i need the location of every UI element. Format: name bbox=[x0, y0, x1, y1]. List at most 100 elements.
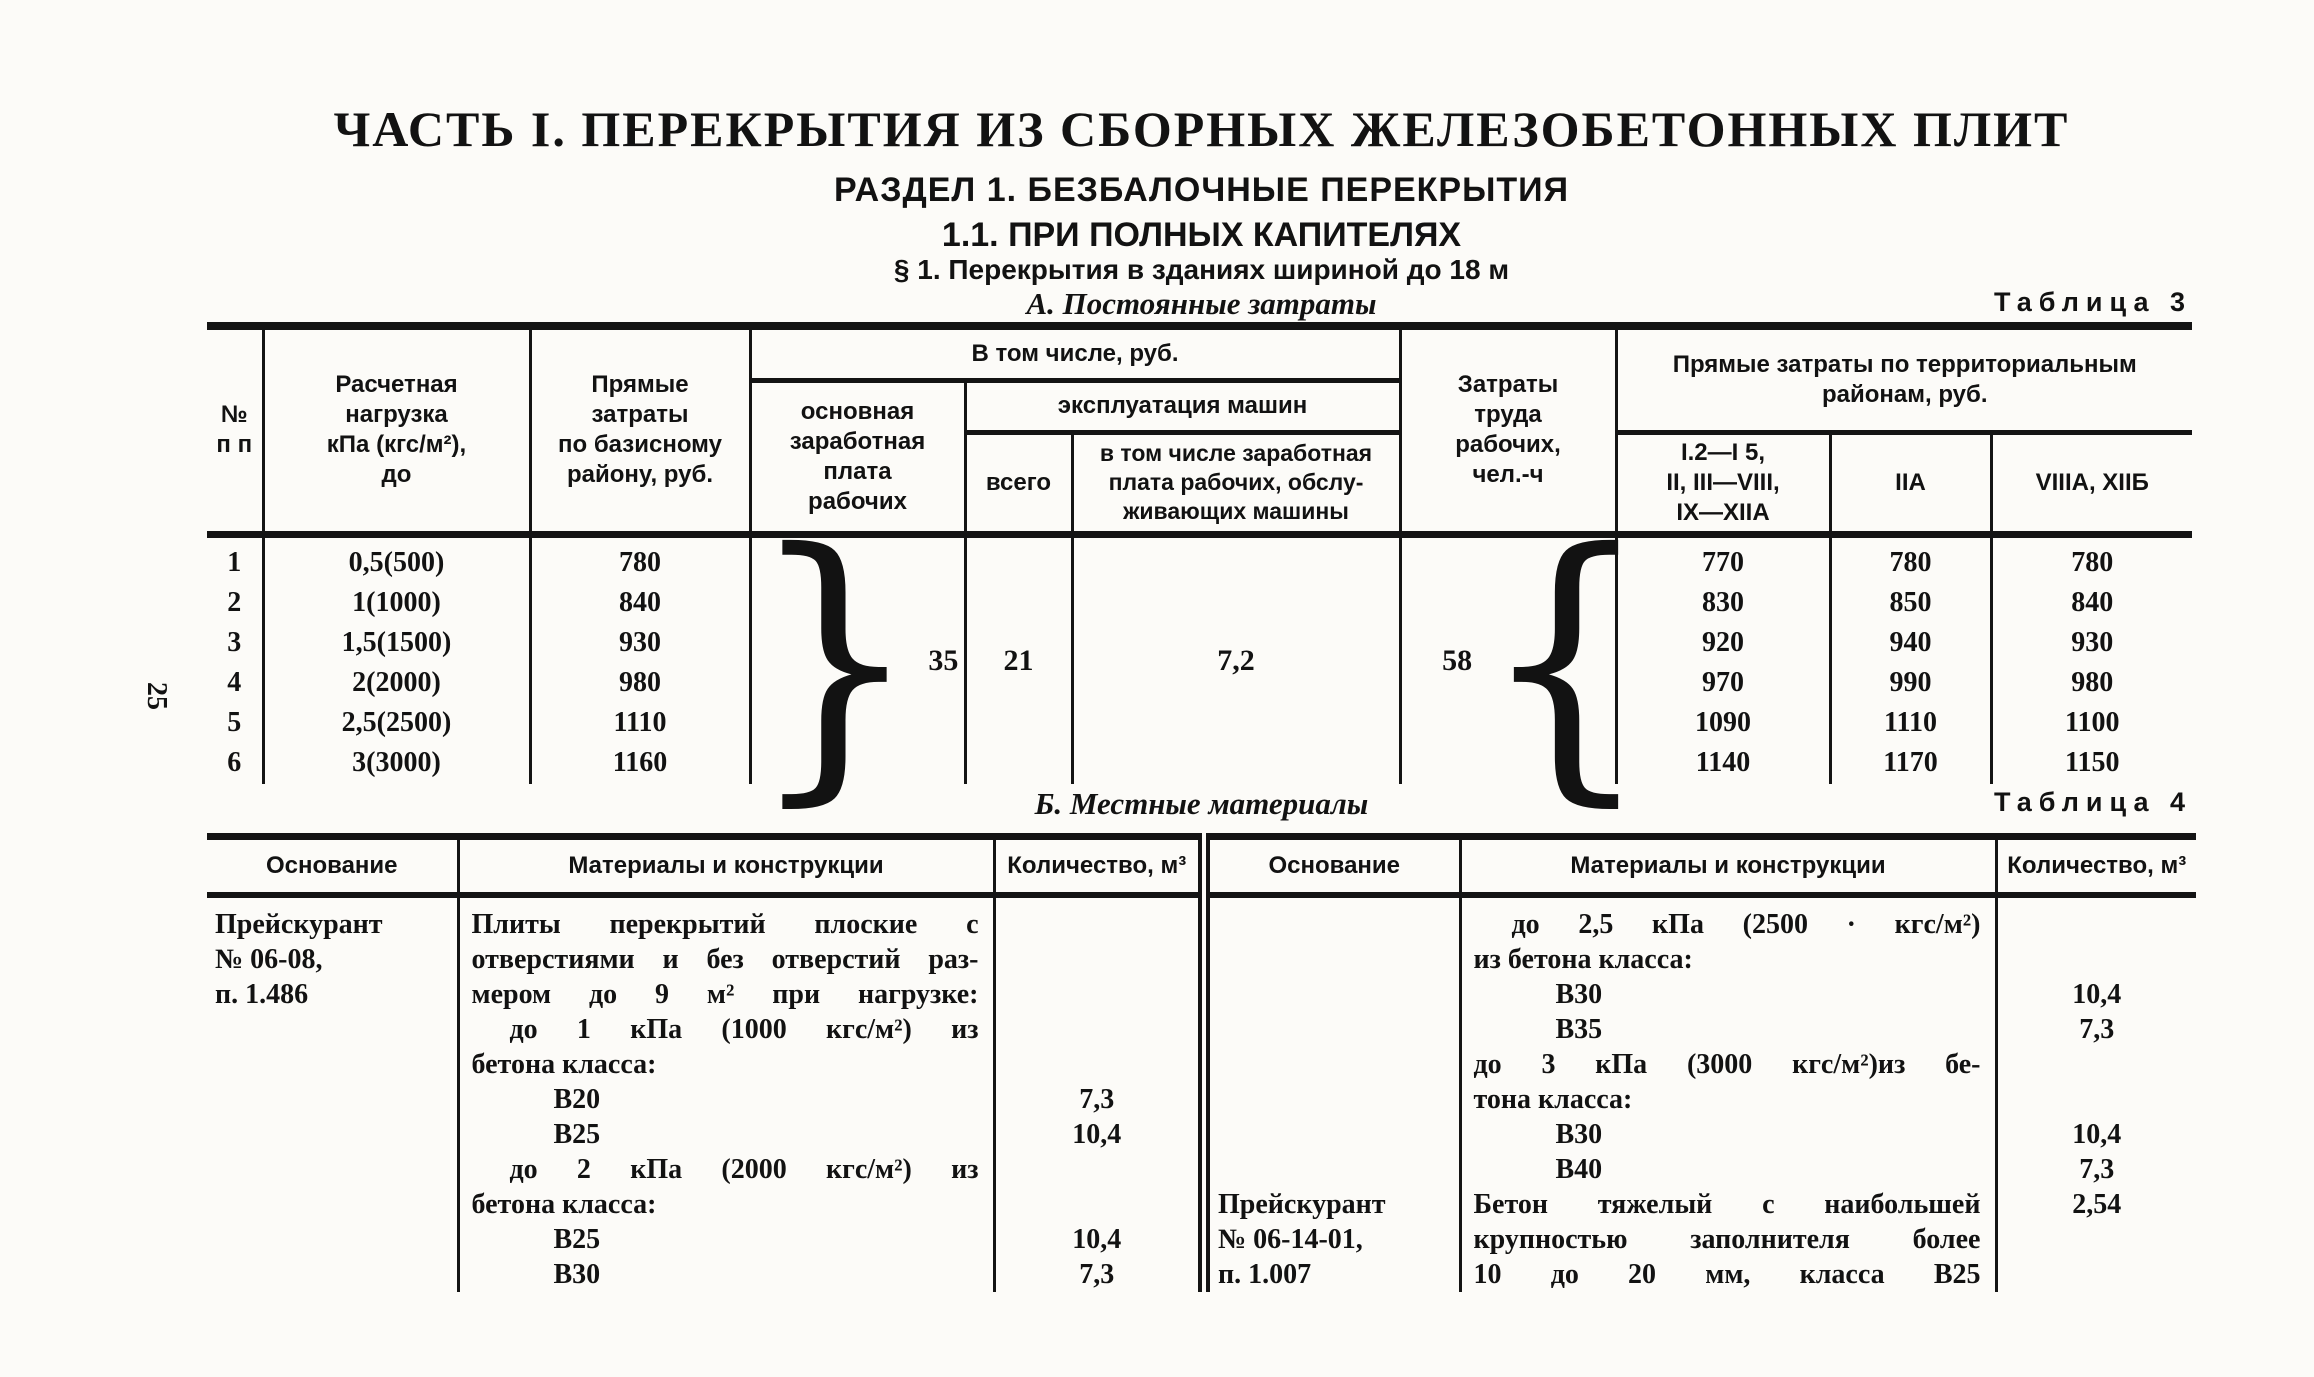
qty-line bbox=[1998, 1257, 2197, 1292]
cell-value: 840 bbox=[619, 586, 661, 618]
material-line: В25 bbox=[553, 1118, 601, 1150]
column-region2-values: 780 850 940 990 1110 1170 bbox=[1828, 530, 1991, 784]
cell-materials-right: до 2,5 кПа (2500 · кгс/м²) из бетона кла… bbox=[1458, 894, 1996, 1292]
qty-line bbox=[996, 1152, 1199, 1187]
cell-value: 780 bbox=[1889, 546, 1932, 578]
table4-header-row: Основание Материалы и конструкции Количе… bbox=[207, 836, 2196, 898]
cell-value: 980 bbox=[2071, 666, 2114, 698]
basis-line bbox=[1218, 1152, 1453, 1187]
header-line: по базисному bbox=[558, 431, 722, 459]
col-header-basis-right: Основание bbox=[1198, 836, 1460, 898]
cell-value: 1160 bbox=[612, 746, 668, 778]
column-region1-values: 770 830 920 970 1090 1140 bbox=[1614, 530, 1830, 784]
qty-line bbox=[1998, 1047, 2197, 1082]
table3-header: № п п Расчетная нагрузка кПа (кгс/м²), д… bbox=[207, 326, 2192, 534]
header-line: до bbox=[381, 461, 412, 489]
material-line: тона класса: bbox=[1473, 1083, 1633, 1115]
material-line: до 2,5 кПа (2500 · кгс/м²) bbox=[1511, 908, 1981, 940]
cell-materials-left: Плиты перекрытий плоские с отверстиями и… bbox=[456, 894, 994, 1292]
cell-value: 1140 bbox=[1695, 746, 1751, 778]
header-line: II, III—VIII, bbox=[1666, 468, 1780, 496]
cell-basis-right: Прейскурант № 06-14-01, п. 1.007 bbox=[1198, 894, 1460, 1292]
basis-line bbox=[1218, 907, 1453, 942]
basis-line: № 06-14-01, bbox=[1218, 1223, 1363, 1255]
cell-value: 830 bbox=[1702, 586, 1744, 618]
column-row-numbers: 1 2 3 4 5 6 bbox=[207, 530, 263, 784]
header-line: чел.-ч bbox=[1472, 461, 1544, 489]
qty-line bbox=[996, 977, 1199, 1012]
material-line: 10 до 20 мм, класса В25 bbox=[1473, 1258, 1981, 1290]
cell-value: 2,5(2500) bbox=[341, 706, 452, 738]
basis-line: п. 1.486 bbox=[215, 978, 309, 1010]
merged-value: 7,2 bbox=[1217, 643, 1255, 677]
qty-line bbox=[996, 1047, 1199, 1082]
header-line: I.2—I 5, bbox=[1680, 438, 1766, 466]
group-header-machine-operation: эксплуатация машин bbox=[963, 380, 1400, 435]
qty-line: 10,4 bbox=[2072, 978, 2122, 1010]
merged-cell-machine-wage: 7,2 bbox=[1070, 530, 1400, 784]
material-line: крупностью заполнителя более bbox=[1473, 1223, 1981, 1255]
col-header-qty-left: Количество, м³ bbox=[992, 836, 1204, 898]
material-line: Плиты перекрытий плоские с bbox=[471, 908, 979, 940]
header-line: п п bbox=[216, 431, 253, 459]
basis-line bbox=[1218, 1082, 1453, 1117]
cell-value: 2(2000) bbox=[352, 666, 441, 698]
basis-line bbox=[1218, 1012, 1453, 1047]
col-header-basic-wage: основная заработная плата рабочих bbox=[748, 380, 965, 534]
cell-value: 1110 bbox=[1884, 706, 1937, 738]
material-line: В30 bbox=[1555, 978, 1603, 1010]
qty-line: 7,3 bbox=[1079, 1258, 1115, 1290]
header-line: нагрузка bbox=[345, 401, 448, 429]
qty-line bbox=[996, 907, 1199, 942]
material-line: В25 bbox=[553, 1223, 601, 1255]
qty-line bbox=[1998, 907, 2197, 942]
cell-value: 1,5(1500) bbox=[341, 626, 452, 658]
header-line: Затраты bbox=[1457, 371, 1559, 399]
col-header-materials-left: Материалы и конструкции bbox=[456, 836, 994, 898]
cell-value: 5 bbox=[227, 706, 242, 738]
header-line: затраты bbox=[591, 401, 689, 429]
table3-constant-costs: № п п Расчетная нагрузка кПа (кгс/м²), д… bbox=[207, 322, 2192, 831]
header-line: живающих машины bbox=[1123, 498, 1349, 524]
table4-caption-row: Б. Местные материалы Таблица 4 bbox=[207, 786, 2196, 822]
basis-line: № 06-08, bbox=[215, 943, 323, 975]
header-line: в том числе заработная bbox=[1099, 440, 1373, 466]
material-line: В20 bbox=[553, 1083, 601, 1115]
curly-brace-close: } bbox=[748, 490, 921, 831]
material-line: мером до 9 м² при нагрузке: bbox=[471, 978, 979, 1010]
cell-value: 920 bbox=[1702, 626, 1744, 658]
header-line: району, руб. bbox=[567, 461, 713, 489]
qty-line: 10,4 bbox=[1072, 1223, 1122, 1255]
table3-header-row-1: № п п Расчетная нагрузка кПа (кгс/м²), д… bbox=[207, 326, 2192, 534]
cell-value: 930 bbox=[2071, 626, 2114, 658]
header-line: кПа (кгс/м²), bbox=[326, 431, 467, 459]
basis-line bbox=[1218, 1117, 1453, 1152]
section-title: РАЗДЕЛ 1. БЕЗБАЛОЧНЫЕ ПЕРЕКРЫТИЯ bbox=[833, 171, 1570, 209]
merged-cell-total: 21 bbox=[963, 530, 1072, 784]
col-header-total: всего bbox=[963, 432, 1072, 534]
col-header-region-group-3: VIIIА, XIIБ bbox=[1989, 432, 2192, 534]
header-line: рабочих bbox=[808, 487, 907, 515]
merged-value: 21 bbox=[1003, 643, 1034, 677]
cell-value: 780 bbox=[2071, 546, 2114, 578]
header-line: IX—XIIА bbox=[1676, 498, 1770, 526]
material-line: до 1 кПа (1000 кгс/м²) из bbox=[509, 1013, 979, 1045]
qty-line: 7,3 bbox=[2079, 1013, 2115, 1045]
material-line: до 2 кПа (2000 кгс/м²) из bbox=[509, 1153, 979, 1185]
header-line: районам, руб. bbox=[1821, 380, 1988, 408]
col-header-direct-costs-base: Прямые затраты по базисному району, руб. bbox=[528, 326, 750, 534]
header-line: труда bbox=[1474, 401, 1542, 429]
material-line: отверстиями и без отверстий раз- bbox=[471, 943, 979, 975]
brace-group: } 35 bbox=[748, 490, 964, 831]
qty-line: 7,3 bbox=[1079, 1083, 1115, 1115]
qty-line: 2,54 bbox=[2072, 1188, 2122, 1220]
qty-line: 7,3 bbox=[2079, 1153, 2115, 1185]
basis-line bbox=[1218, 1047, 1453, 1082]
basis-line bbox=[1218, 942, 1453, 977]
header-line: Прямые затраты по территориальным bbox=[1672, 350, 2137, 378]
header-line: плата рабочих, обслу- bbox=[1108, 469, 1364, 495]
table3-label: Таблица 3 bbox=[1993, 287, 2192, 317]
col-header-basis-left: Основание bbox=[207, 836, 458, 898]
cell-value: 850 bbox=[1889, 586, 1932, 618]
column-design-load-values: 0,5(500) 1(1000) 1,5(1500) 2(2000) 2,5(2… bbox=[261, 530, 530, 784]
